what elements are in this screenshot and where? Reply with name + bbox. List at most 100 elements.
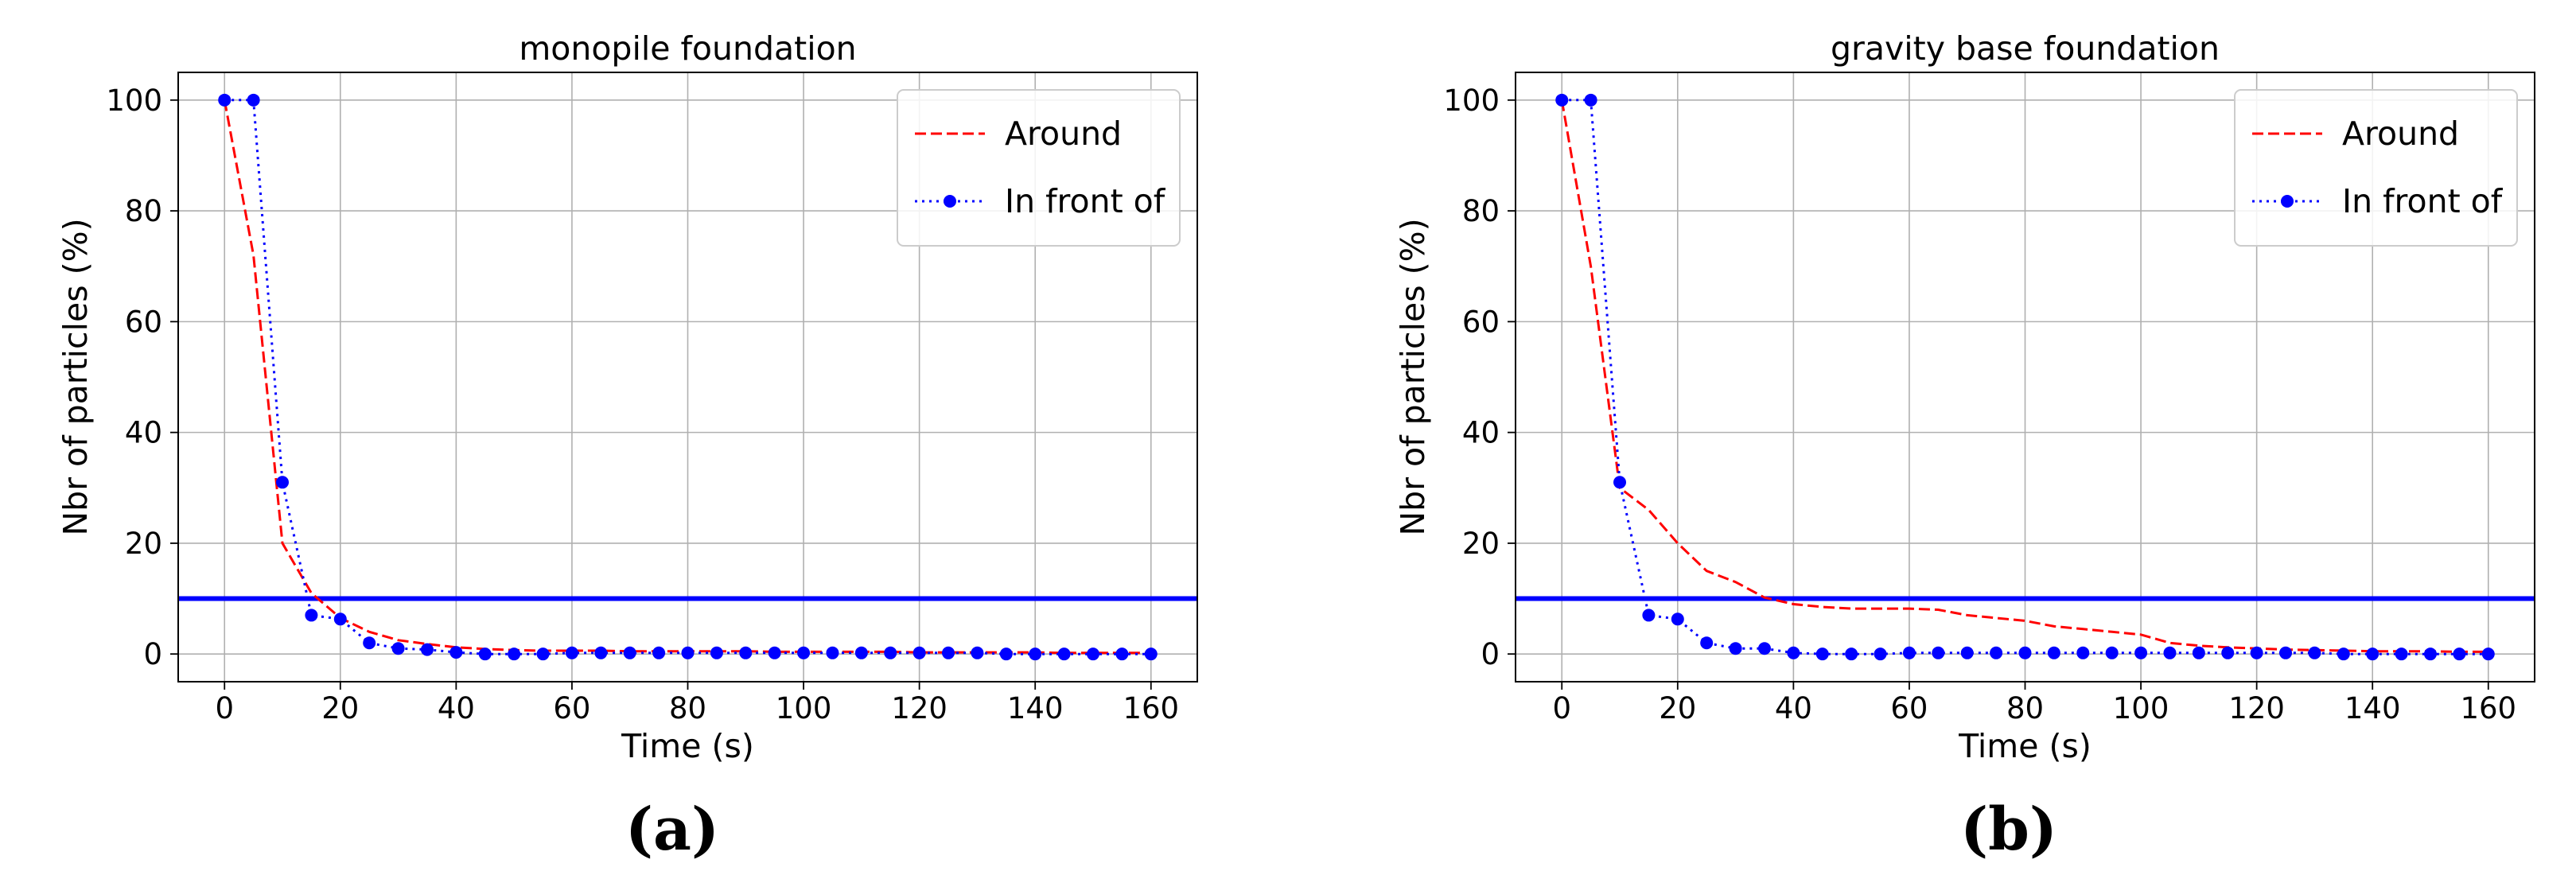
data-point bbox=[1642, 609, 1656, 622]
data-point bbox=[971, 646, 984, 659]
legend-label: Around bbox=[1005, 115, 1122, 153]
data-point bbox=[1960, 646, 1974, 659]
data-point bbox=[1057, 648, 1071, 661]
x-tick-label: 120 bbox=[2228, 691, 2285, 725]
x-tick-label: 100 bbox=[776, 691, 832, 725]
x-axis-label: Time (s) bbox=[1958, 727, 2092, 765]
y-tick-label: 80 bbox=[125, 194, 162, 228]
y-tick-label: 40 bbox=[125, 416, 162, 450]
series-around bbox=[1560, 99, 2488, 653]
x-axis-label: Time (s) bbox=[621, 727, 754, 765]
data-point bbox=[2395, 648, 2408, 661]
data-point bbox=[884, 646, 897, 659]
legend-box bbox=[2234, 89, 2518, 247]
data-point bbox=[508, 648, 521, 661]
data-point bbox=[1671, 612, 1684, 626]
data-point bbox=[594, 646, 608, 659]
data-point bbox=[305, 609, 318, 622]
x-tick-label: 80 bbox=[2006, 691, 2044, 725]
data-point bbox=[536, 648, 550, 661]
x-tick-label: 120 bbox=[891, 691, 948, 725]
data-point bbox=[247, 93, 260, 107]
data-point bbox=[623, 646, 636, 659]
figure-caption: (b) bbox=[1960, 795, 2057, 864]
x-tick-label: 140 bbox=[2344, 691, 2401, 725]
x-tick-label: 160 bbox=[1123, 691, 1179, 725]
data-point bbox=[2018, 646, 2032, 659]
figure-caption: (a) bbox=[625, 795, 719, 864]
y-tick-label: 0 bbox=[1481, 637, 1500, 671]
data-point bbox=[1874, 648, 1887, 661]
data-point bbox=[478, 648, 492, 661]
data-point bbox=[1613, 476, 1627, 489]
legend-label: In front of bbox=[1005, 182, 1166, 220]
data-point bbox=[768, 646, 781, 659]
chart-panel-2: 0 20 40 60 80 100 120 140 160 0 20 40 60 80 100 gravity… bbox=[1394, 29, 2535, 864]
data-point bbox=[2423, 648, 2437, 661]
x-tick-label: 0 bbox=[215, 691, 234, 725]
y-axis-label: Nbr of particles (%) bbox=[1394, 218, 1432, 535]
data-point bbox=[652, 646, 666, 659]
legend-marker bbox=[2281, 195, 2294, 208]
data-point bbox=[1787, 646, 1800, 659]
series-line bbox=[224, 99, 1151, 655]
data-point bbox=[2453, 648, 2466, 661]
data-point bbox=[912, 646, 926, 659]
x-tick-label: 100 bbox=[2113, 691, 2169, 725]
data-point bbox=[1757, 642, 1771, 655]
data-point bbox=[565, 646, 578, 659]
plot-frame bbox=[1515, 72, 2535, 682]
series-line bbox=[1562, 99, 2488, 655]
series-in-front-of bbox=[1555, 93, 2495, 661]
data-point bbox=[363, 636, 376, 650]
data-point bbox=[797, 646, 811, 659]
x-tick-label: 60 bbox=[1890, 691, 1928, 725]
data-point bbox=[276, 476, 290, 489]
data-point bbox=[1990, 646, 2003, 659]
chart-panel-1: 0 20 40 60 80 100 120 140 160 0 20 40 60 80 100 monopil… bbox=[56, 29, 1198, 864]
y-tick-label: 0 bbox=[143, 637, 162, 671]
data-point bbox=[739, 646, 753, 659]
data-point bbox=[2221, 646, 2235, 659]
data-point bbox=[2308, 646, 2321, 659]
data-point bbox=[1086, 648, 1099, 661]
data-point bbox=[1584, 93, 1597, 107]
data-point bbox=[333, 612, 347, 626]
chart-title: monopile foundation bbox=[519, 29, 856, 68]
y-tick-label: 60 bbox=[125, 305, 162, 339]
data-point bbox=[1902, 646, 1916, 659]
y-tick-label: 40 bbox=[1462, 416, 1500, 450]
x-tick-label: 0 bbox=[1552, 691, 1571, 725]
x-tick-label: 20 bbox=[321, 691, 359, 725]
data-point bbox=[218, 93, 232, 107]
chart-title: gravity base foundation bbox=[1831, 29, 2220, 68]
y-tick-label: 60 bbox=[1462, 305, 1500, 339]
data-point bbox=[2366, 648, 2379, 661]
x-tick-label: 60 bbox=[553, 691, 590, 725]
data-point bbox=[2279, 646, 2293, 659]
y-axis-label: Nbr of particles (%) bbox=[56, 218, 95, 535]
data-point bbox=[999, 648, 1013, 661]
x-tick-label: 20 bbox=[1659, 691, 1696, 725]
y-tick-label: 100 bbox=[1443, 84, 1500, 118]
data-point bbox=[2076, 646, 2090, 659]
legend-marker bbox=[944, 195, 956, 208]
data-point bbox=[2337, 648, 2350, 661]
data-point bbox=[1729, 642, 1742, 655]
data-point bbox=[710, 646, 723, 659]
data-point bbox=[942, 646, 955, 659]
data-point bbox=[681, 646, 695, 659]
x-tick-label: 80 bbox=[669, 691, 706, 725]
data-point bbox=[2163, 646, 2177, 659]
data-point bbox=[1115, 648, 1129, 661]
data-point bbox=[420, 643, 434, 656]
series-line bbox=[1560, 99, 2488, 653]
data-point bbox=[1555, 93, 1569, 107]
data-point bbox=[854, 646, 868, 659]
data-point bbox=[1845, 648, 1858, 661]
data-point bbox=[2047, 646, 2060, 659]
x-tick-label: 40 bbox=[438, 691, 475, 725]
y-tick-label: 20 bbox=[125, 527, 162, 561]
legend: Around In front of bbox=[2234, 89, 2518, 247]
